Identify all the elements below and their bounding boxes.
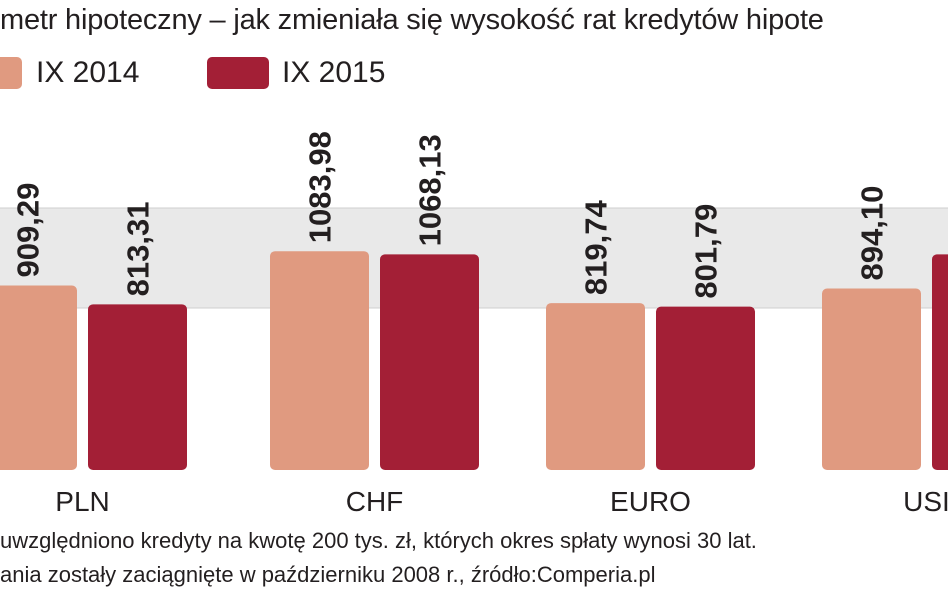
- bar: [656, 306, 755, 470]
- category-label: USI: [903, 486, 948, 517]
- bar: [270, 251, 369, 470]
- legend-label-2014: IX 2014: [36, 56, 140, 89]
- data-label: 801,79: [689, 204, 724, 299]
- footnote-2: ania zostały zaciągnięte w październiku …: [0, 562, 656, 587]
- data-label: 894,10: [855, 186, 890, 281]
- data-label: 819,74: [579, 200, 614, 296]
- bar: [0, 285, 77, 470]
- legend-label-2015: IX 2015: [282, 56, 386, 89]
- bar: [88, 304, 187, 470]
- category-label: EURO: [610, 486, 691, 517]
- bar-chart: 909,29 813,31 PLN 1083,98 1068,13 CHF 819,74 80…: [0, 131, 948, 517]
- bar: [822, 288, 921, 470]
- category-label: CHF: [346, 486, 404, 517]
- bar: [380, 254, 479, 470]
- legend-swatch-2014: [0, 57, 22, 89]
- bar: [932, 254, 948, 470]
- data-label: 813,31: [121, 202, 156, 297]
- data-label: 909,29: [11, 183, 46, 278]
- bar: [546, 303, 645, 470]
- data-label: 1068,13: [413, 134, 448, 246]
- category-label: PLN: [55, 486, 109, 517]
- chart-title: metr hipoteczny – jak zmieniała się wyso…: [0, 4, 824, 36]
- legend-swatch-2015: [207, 57, 269, 89]
- data-label: 1083,98: [303, 131, 338, 243]
- footnote-1: uwzględniono kredyty na kwotę 200 tys. z…: [0, 528, 757, 553]
